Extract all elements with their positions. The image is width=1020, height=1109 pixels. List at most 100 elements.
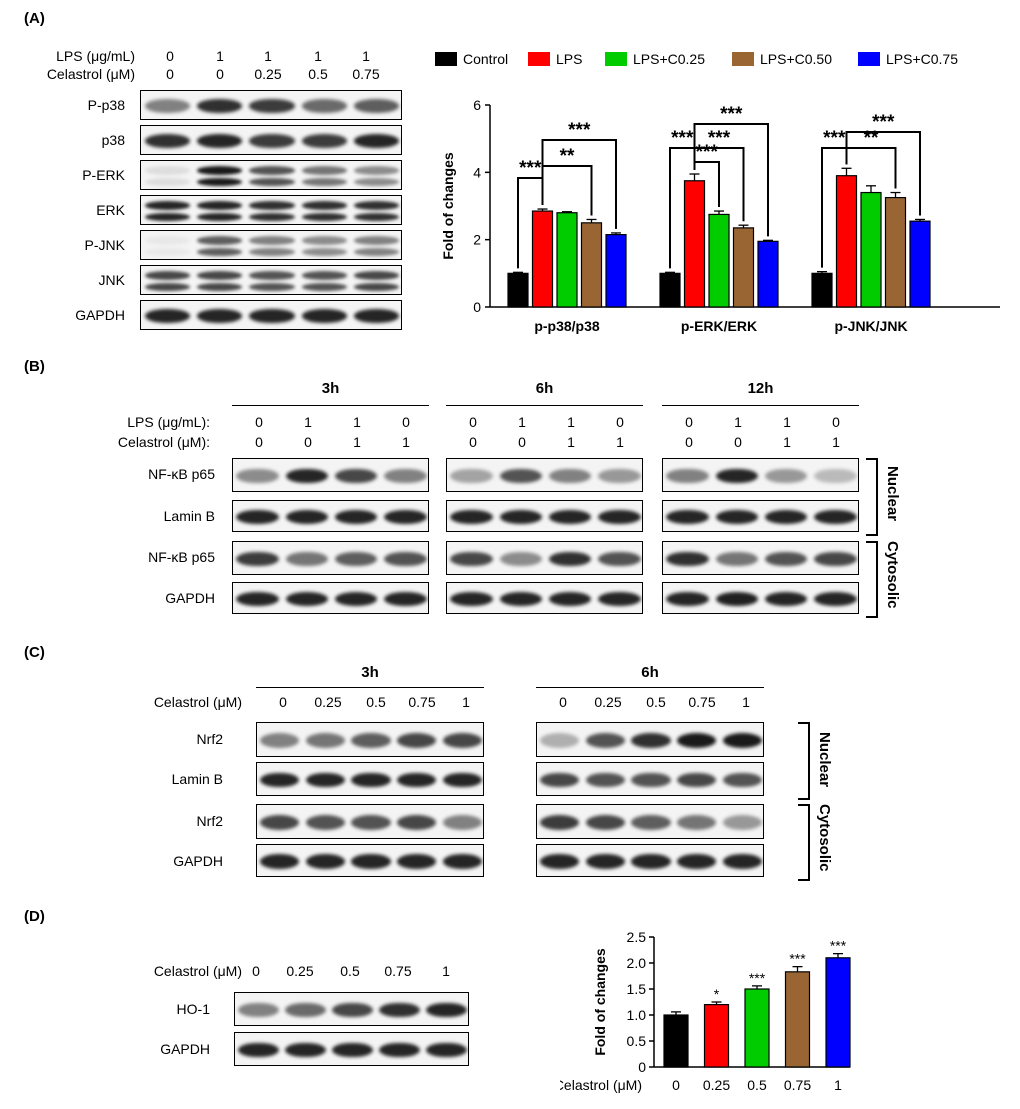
band (354, 271, 400, 280)
significance-stars: ** (864, 128, 879, 149)
band (499, 468, 543, 484)
band (301, 99, 347, 113)
band (144, 134, 190, 148)
band (238, 1002, 279, 1018)
band (332, 1042, 373, 1058)
band (197, 177, 243, 186)
band (666, 591, 709, 607)
band (249, 177, 295, 186)
band (260, 732, 300, 749)
bar (784, 971, 811, 1068)
lps-row-label: LPS (μg/mL): (127, 414, 210, 430)
bar (860, 191, 882, 308)
blot-label: GAPDH (165, 590, 215, 606)
legend-label: LPS+C0.50 (760, 51, 832, 67)
x-axis-label: Celastrol (μM) (560, 1077, 642, 1093)
lps-value: 0 (402, 414, 410, 430)
band (144, 177, 190, 186)
band (144, 236, 190, 245)
y-axis-label: Fold of changes (440, 152, 456, 260)
lps-value: 0 (616, 414, 624, 430)
band (144, 99, 190, 113)
band (354, 236, 400, 245)
blot-strip (536, 762, 764, 796)
band (548, 591, 592, 607)
cytosolic-bracket (798, 804, 810, 881)
band (384, 468, 427, 484)
blot-strip (256, 804, 484, 839)
band (450, 551, 493, 567)
band (301, 247, 347, 256)
band (676, 814, 717, 831)
lps-row-label: LPS (μg/mL) (56, 48, 135, 64)
celastrol-value: 1 (442, 963, 450, 979)
significance-stars: *** (789, 951, 806, 967)
significance-stars: *** (671, 128, 694, 149)
band (585, 814, 625, 831)
band (144, 271, 190, 280)
band (301, 309, 347, 323)
band (814, 468, 857, 484)
band (548, 509, 592, 525)
bar (663, 1014, 689, 1068)
celastrol-value: 0.25 (314, 694, 342, 710)
lps-value: 0 (255, 414, 263, 430)
band (396, 732, 437, 749)
band (764, 591, 808, 607)
band (396, 814, 437, 831)
band (354, 212, 400, 221)
band (764, 509, 808, 525)
celastrol-value: 0 (255, 434, 263, 450)
band (236, 551, 279, 567)
band (715, 509, 759, 525)
lps-value: 1 (353, 414, 361, 430)
category-label: p-ERK/ERK (681, 318, 757, 334)
significance-bracket (845, 131, 921, 216)
celastrol-row-label: Celastrol (μM): (117, 434, 210, 450)
lps-value: 0 (166, 48, 174, 64)
blot-strip (140, 160, 402, 190)
band (305, 732, 345, 749)
band (598, 468, 641, 484)
blot-strip (140, 230, 402, 260)
blot-strip (140, 195, 402, 225)
band (814, 551, 857, 567)
blot-strip (536, 722, 764, 757)
celastrol-value: 0 (734, 434, 742, 450)
y-tick-label: 2.5 (627, 929, 647, 945)
blot-label: Lamin B (163, 508, 215, 524)
band (197, 201, 243, 210)
band (598, 591, 641, 607)
blot-strip (140, 300, 402, 330)
celastrol-value: 0 (252, 963, 260, 979)
celastrol-value: 0.75 (408, 694, 436, 710)
band (236, 468, 279, 484)
band (722, 814, 762, 831)
band (249, 236, 295, 245)
significance-stars: *** (568, 120, 591, 141)
band (764, 468, 808, 484)
lps-value: 1 (304, 414, 312, 430)
band (450, 509, 493, 525)
band (301, 177, 347, 186)
band (715, 551, 759, 567)
band (301, 282, 347, 291)
band (332, 1002, 373, 1018)
band (666, 509, 709, 525)
bar (835, 175, 858, 308)
blot-strip (256, 762, 484, 796)
celastrol-value: 1 (783, 434, 791, 450)
lps-value: 1 (264, 48, 272, 64)
x-tick-label: 1 (834, 1077, 842, 1093)
band (540, 854, 580, 869)
legend-label: LPS+C0.25 (633, 51, 705, 67)
significance-bracket (541, 139, 617, 229)
band (426, 1002, 467, 1018)
band (354, 282, 400, 291)
band (598, 551, 641, 567)
band (144, 309, 190, 323)
band (305, 772, 345, 788)
celastrol-value: 0.5 (308, 66, 328, 82)
blot-strip (140, 125, 402, 155)
panel-c-label: (C) (24, 644, 45, 661)
